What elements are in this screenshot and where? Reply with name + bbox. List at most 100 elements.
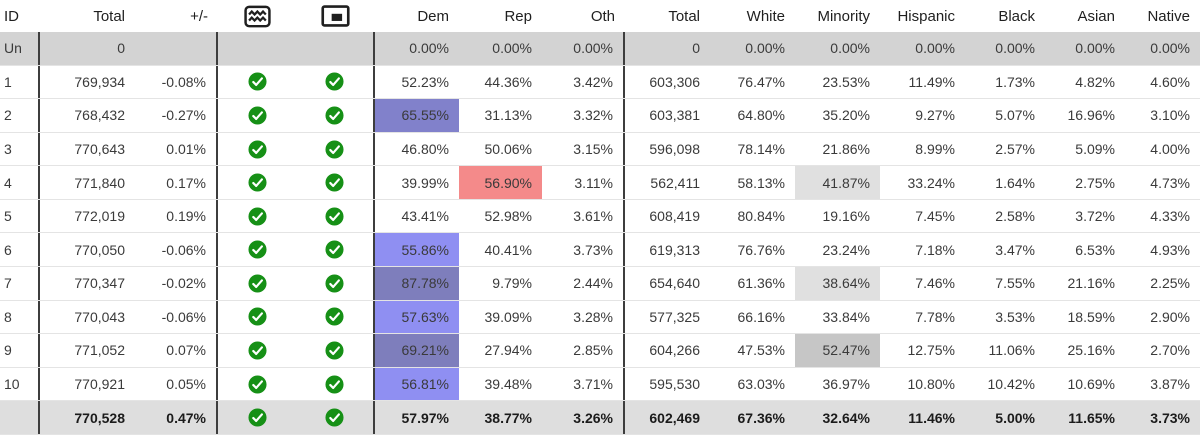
- cell-hispanic: 11.46%: [908, 409, 955, 426]
- cell-dev: 0.19%: [135, 199, 218, 233]
- cell-hispanic: 7.18%: [915, 241, 955, 258]
- cell-native: 4.73%: [1150, 174, 1190, 191]
- check-circle-icon: [325, 106, 344, 125]
- district-row[interactable]: 4 771,840 0.17% 39.99% 56.90% 3.11% 562,411 58…: [0, 166, 1200, 200]
- cell-compact: [296, 199, 375, 233]
- cell-minority: 35.20%: [822, 107, 870, 124]
- cell-id: 6: [0, 233, 40, 267]
- totals-row[interactable]: 770,528 0.47% 57.97% 38.77% 3.26% 602,469 67.…: [0, 401, 1200, 435]
- cell-id: 2: [0, 99, 40, 132]
- check-circle-icon: [247, 173, 267, 192]
- header-black: Black: [998, 7, 1035, 25]
- cell-contig: [218, 301, 296, 334]
- cell-contig: [218, 267, 296, 300]
- cell-asian: 5.09%: [1075, 141, 1115, 158]
- cell-compact: [296, 65, 375, 99]
- cell-native: 4.00%: [1150, 141, 1190, 158]
- cell-black: 10.42%: [987, 376, 1035, 393]
- header-dem: Dem: [417, 7, 449, 25]
- district-row[interactable]: 3 770,643 0.01% 46.80% 50.06% 3.15% 596,098 78…: [0, 132, 1200, 167]
- unassigned-row[interactable]: Un 0 0.00% 0.00% 0.00% 0 0.00% 0.00% 0.00% 0.00% 0…: [0, 32, 1200, 66]
- cell-rep: 9.79%: [492, 275, 532, 292]
- cell-compact: [296, 233, 375, 267]
- district-row[interactable]: 10 770,921 0.05% 56.81% 39.48% 3.71% 595,530 6…: [0, 367, 1200, 402]
- cell-hispanic: 7.78%: [915, 308, 955, 325]
- cell-contig: [218, 200, 296, 233]
- cell-total: 772,019: [74, 208, 125, 225]
- check-circle-icon: [325, 341, 344, 360]
- cell-native: 2.90%: [1150, 308, 1190, 325]
- cell-black: 1.64%: [995, 174, 1035, 191]
- check-circle-icon: [247, 341, 267, 360]
- cell-dev: 0.05%: [135, 367, 218, 401]
- cell-rep: 52.98%: [484, 208, 532, 225]
- cell-dem: 57.97%: [401, 409, 449, 426]
- cell-pop: 595,530: [649, 376, 700, 393]
- cell-minority: 52.47%: [795, 334, 880, 367]
- cell-pop: 0: [692, 40, 700, 57]
- cell-total: 771,052: [74, 342, 125, 359]
- cell-dev: 0.47%: [135, 401, 218, 434]
- district-row[interactable]: 2 768,432 -0.27% 65.55% 31.13% 3.32% 603,381 6…: [0, 99, 1200, 133]
- header-deviation: +/-: [190, 7, 208, 25]
- cell-total: 769,934: [74, 73, 125, 90]
- cell-id: [0, 401, 40, 434]
- cell-hispanic: 11.49%: [908, 73, 955, 90]
- cell-asian: 11.65%: [1068, 409, 1115, 426]
- header-white: White: [746, 7, 785, 25]
- cell-compact: [296, 334, 375, 367]
- cell-oth: 3.71%: [542, 367, 625, 401]
- cell-rep: 38.77%: [484, 409, 532, 426]
- cell-pop: 654,640: [649, 275, 700, 292]
- cell-contig: [218, 66, 296, 99]
- district-row[interactable]: 7 770,347 -0.02% 87.78% 9.79% 2.44% 654,640 61…: [0, 267, 1200, 301]
- district-row[interactable]: 1 769,934 -0.08% 52.23% 44.36% 3.42% 603,306 7…: [0, 65, 1200, 100]
- cell-native: 3.10%: [1150, 107, 1190, 124]
- cell-minority: 36.97%: [822, 376, 870, 393]
- check-circle-icon: [325, 72, 344, 91]
- cell-dem: 0.00%: [409, 40, 449, 57]
- cell-id: 9: [0, 334, 40, 367]
- header-compactness: [296, 0, 375, 32]
- cell-minority: 33.84%: [822, 308, 870, 325]
- cell-id: Un: [0, 32, 40, 65]
- check-circle-icon: [247, 240, 267, 259]
- cell-hispanic: 7.45%: [915, 208, 955, 225]
- cell-dem: 69.21%: [375, 334, 459, 367]
- district-row[interactable]: 6 770,050 -0.06% 55.86% 40.41% 3.73% 619,313 7…: [0, 233, 1200, 268]
- cell-dem: 55.86%: [375, 233, 459, 267]
- cell-rep: 39.09%: [484, 308, 532, 325]
- district-row[interactable]: 8 770,043 -0.06% 57.63% 39.09% 3.28% 577,325 6…: [0, 300, 1200, 335]
- check-circle-icon: [325, 274, 344, 293]
- cell-minority: 41.87%: [795, 166, 880, 199]
- cell-id: 3: [0, 132, 40, 166]
- cell-dem: 65.55%: [375, 99, 459, 132]
- cell-dem: 57.63%: [375, 300, 459, 334]
- cell-dem: 43.41%: [401, 208, 449, 225]
- cell-contig: [218, 133, 296, 166]
- cell-contig: [218, 32, 296, 65]
- cell-pop: 602,469: [649, 409, 700, 426]
- cell-rep: 31.13%: [484, 107, 532, 124]
- cell-hispanic: 0.00%: [915, 40, 955, 57]
- cell-white: 80.84%: [737, 208, 785, 225]
- cell-rep: 40.41%: [484, 241, 532, 258]
- cell-dev: -0.27%: [135, 99, 218, 132]
- check-circle-icon: [247, 207, 267, 226]
- cell-native: 4.60%: [1150, 73, 1190, 90]
- waves-icon: [243, 5, 271, 28]
- cell-oth: 3.73%: [542, 233, 625, 267]
- header-asian: Asian: [1077, 7, 1115, 25]
- cell-oth: 0.00%: [542, 32, 625, 65]
- district-row[interactable]: 5 772,019 0.19% 43.41% 52.98% 3.61% 608,419 80…: [0, 199, 1200, 234]
- district-row[interactable]: 9 771,052 0.07% 69.21% 27.94% 2.85% 604,266 47…: [0, 334, 1200, 368]
- cell-asian: 18.59%: [1067, 308, 1115, 325]
- cell-contig: [218, 99, 296, 132]
- cell-native: 2.25%: [1150, 275, 1190, 292]
- cell-white: 61.36%: [737, 275, 785, 292]
- cell-asian: 3.72%: [1075, 208, 1115, 225]
- cell-oth: 3.32%: [542, 99, 625, 132]
- cell-black: 1.73%: [995, 73, 1035, 90]
- cell-total: 770,043: [74, 308, 125, 325]
- cell-hispanic: 12.75%: [907, 342, 955, 359]
